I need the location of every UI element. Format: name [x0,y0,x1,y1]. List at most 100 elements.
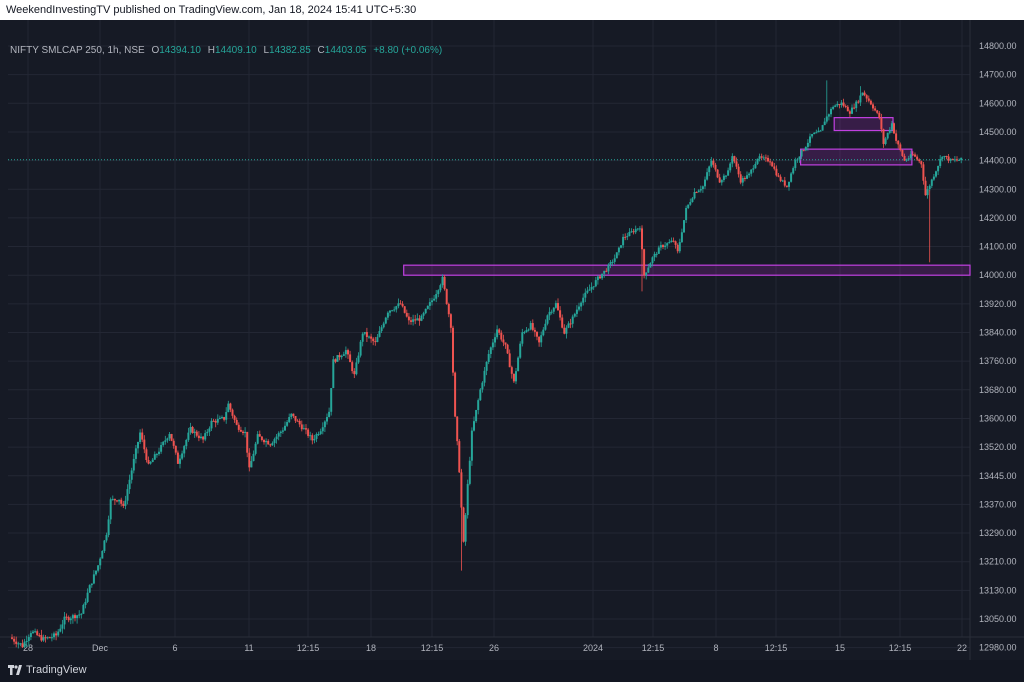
candle-body [254,443,257,454]
candle-body [861,92,864,96]
candle-body [956,159,958,161]
x-tick-label: 12:15 [421,643,444,653]
candle-body [78,614,81,616]
candle-body [315,434,318,439]
candle-body [225,412,228,420]
candle-body [911,154,914,156]
candle-body [105,535,108,541]
chart-area[interactable]: NIFTY SMLCAP 250, 1h, NSE O14394.10 H144… [0,20,1024,660]
candle-body [475,410,478,422]
candle-body [792,168,795,174]
candle-body [250,461,253,468]
candle-body [838,104,841,106]
candle-body [317,433,320,435]
candle-body [422,313,425,316]
candle-body [44,637,47,639]
candle-body [884,138,887,144]
candle-body [788,181,790,187]
candle-body [743,178,746,180]
candle-body [433,298,436,301]
candle-body [311,435,314,441]
candle-body [926,189,929,196]
candle-body [527,329,530,331]
candle-body [758,156,761,159]
candle-body [399,303,402,305]
x-tick-label: 26 [489,643,499,653]
candle-body [769,161,772,163]
candle-body [939,159,942,166]
candle-body [355,362,358,375]
candle-body [462,507,465,542]
candle-body [342,354,345,356]
candle-body [662,245,664,248]
candle-body [265,440,268,443]
candle-body [575,309,578,314]
candle-body [132,458,135,471]
candle-body [334,359,337,362]
candle-body [613,258,616,262]
candle-body [395,306,398,310]
candle-body [336,355,339,362]
candle-body [349,354,352,363]
candle-body [653,253,656,258]
candle-body [563,327,566,334]
candle-body [569,323,572,325]
candle-body [296,420,299,422]
candle-body [40,635,43,641]
candle-body [71,615,74,619]
publish-text: WeekendInvestingTV published on TradingV… [6,4,417,16]
candle-body [473,421,475,431]
x-tick-label: 28 [23,643,33,653]
candle-body [853,107,856,109]
candle-body [519,343,522,358]
candle-body [487,353,490,362]
candle-body [483,370,486,383]
candle-body [809,136,811,143]
close-value: 14403.05 [324,45,367,56]
candle-body [328,411,331,418]
candle-body [231,409,234,416]
candle-body [932,176,935,180]
candle-body [267,440,270,445]
tradingview-brand[interactable]: TradingView [8,664,87,676]
price-chart[interactable]: 14800.00 14700.00 14600.00 14500.00 14400.00… [0,20,1024,660]
candle-body [951,158,954,160]
candle-body [239,429,242,432]
candle-body [321,427,324,432]
candle-body [216,418,219,423]
candle-body [468,460,471,484]
candle-body [748,173,751,176]
candle-body [735,161,738,167]
candle-body [767,157,769,162]
candle-body [953,159,956,161]
candle-body [307,429,310,436]
candle-body [164,440,167,442]
x-tick-label: 15 [835,643,845,653]
candle-body [176,452,179,464]
candle-body [269,444,272,446]
candle-body [479,389,482,401]
candle-body [84,601,87,605]
candle-body [601,273,604,279]
candle-body [258,434,261,437]
candle-body [447,303,450,315]
y-tick-label: 14000.00 [979,270,1017,280]
candle-body [502,339,505,343]
candle-body [542,329,545,336]
candle-body [389,310,391,313]
candle-body [344,350,347,355]
candle-body [819,130,822,132]
candle-body [632,231,635,233]
candle-body [924,180,927,196]
candle-body [947,156,950,161]
candle-body [46,637,49,639]
candle-body [454,372,457,417]
candle-body [699,189,702,191]
candle-body [798,156,801,160]
candle-body [214,420,217,423]
candle-body [332,359,335,389]
candle-body [643,249,646,276]
x-tick-label: Dec [92,643,109,653]
y-tick-label: 14100.00 [979,242,1017,252]
candle-body [559,310,562,318]
